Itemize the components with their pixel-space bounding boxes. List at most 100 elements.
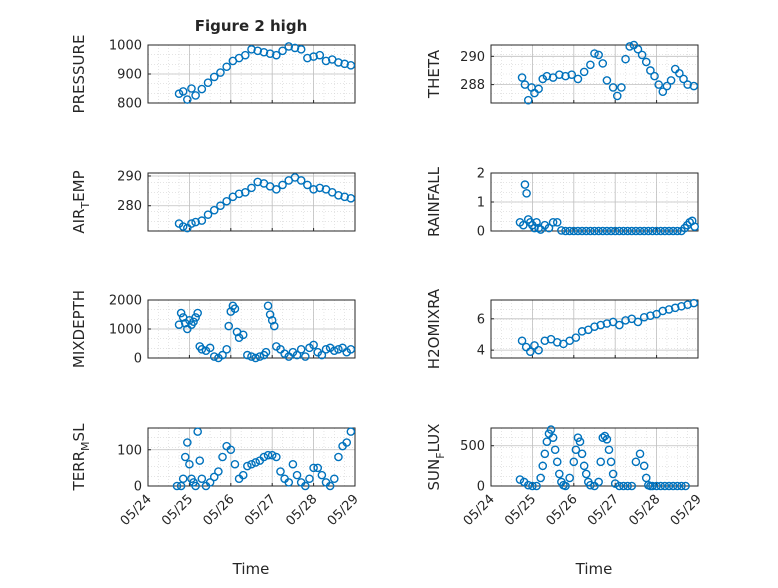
data-point — [193, 308, 202, 318]
data-point — [329, 474, 339, 484]
data-point — [187, 219, 196, 228]
data-point — [292, 470, 302, 480]
y-axis-label: TERRMSL — [70, 423, 92, 492]
x-tick-label: 05/29 — [325, 492, 362, 529]
data-point — [627, 226, 637, 236]
data-point — [342, 438, 352, 447]
data-point — [641, 57, 651, 67]
data-point — [272, 50, 281, 60]
data-point — [251, 458, 260, 467]
data-point — [278, 180, 287, 190]
data-point — [234, 189, 244, 199]
data-point — [594, 226, 603, 236]
data-point — [191, 91, 200, 100]
data-point — [303, 180, 312, 190]
y-axis-label: SUNFLUX — [425, 424, 447, 491]
data-point — [586, 226, 595, 236]
data-point — [515, 475, 525, 484]
data-point — [224, 321, 234, 331]
data-point — [594, 50, 603, 60]
data-point — [191, 313, 200, 322]
data-point — [617, 83, 626, 92]
data-point — [261, 347, 271, 357]
data-point — [290, 43, 300, 53]
data-point — [627, 481, 637, 491]
x-tick-label: 05/28 — [626, 492, 663, 529]
data-point — [598, 59, 608, 68]
data-point — [635, 449, 645, 459]
subplot-1: 800 900 1000 PRESSURE — [70, 35, 356, 113]
data-point — [555, 70, 564, 80]
data-point — [590, 49, 599, 58]
subplot-7: 0 100 05/24 05/25 05/26 05/27 05/28 05/29 TERRMS… — [70, 423, 362, 529]
x-tick-label: 05/24 — [118, 492, 155, 529]
data-point — [240, 50, 250, 60]
x-tick-label: 05/25 — [159, 492, 196, 529]
data-point — [633, 317, 643, 327]
y-tick-label: 0 — [134, 352, 142, 367]
subplot-2: 288 290 THETA — [425, 40, 699, 105]
data-point — [565, 226, 574, 236]
data-point — [309, 340, 318, 350]
data-point — [238, 470, 248, 480]
data-point — [646, 66, 655, 75]
data-point — [635, 226, 645, 236]
data-point — [240, 188, 250, 197]
data-point — [532, 481, 541, 491]
data-point — [602, 434, 612, 444]
x-tick-label: 05/25 — [502, 492, 539, 529]
data-point — [606, 457, 616, 467]
data-point — [668, 226, 678, 236]
data-point — [548, 433, 558, 442]
data-point — [579, 461, 589, 471]
data-point — [346, 193, 356, 203]
y-tick-label: 100 — [117, 443, 142, 458]
axes-border — [490, 299, 699, 359]
data-point — [612, 91, 622, 101]
data-point — [259, 452, 269, 462]
data-point — [209, 205, 219, 215]
data-point — [598, 433, 608, 442]
data-point — [569, 226, 579, 236]
data-point — [317, 350, 327, 360]
y-tick-label: 1 — [477, 196, 485, 211]
data-point — [561, 226, 570, 236]
data-point — [309, 463, 318, 473]
data-point — [522, 188, 531, 198]
data-point — [652, 481, 661, 491]
data-point — [526, 347, 535, 357]
data-point — [664, 226, 674, 236]
data-point — [193, 427, 202, 436]
data-point — [334, 452, 343, 462]
data-point — [309, 185, 318, 194]
data-point — [253, 46, 263, 56]
data-point — [610, 226, 620, 236]
data-point — [577, 449, 587, 459]
subplot-3: 280 290 AIRTEMP — [70, 169, 356, 234]
x-tick-label: 05/26 — [201, 492, 238, 529]
data-point — [689, 298, 699, 308]
y-axis-label: H2OMIXRA — [425, 288, 443, 369]
data-point — [222, 344, 231, 354]
y-tick-label: 290 — [460, 50, 485, 65]
data-point — [243, 461, 252, 471]
data-point — [518, 220, 528, 230]
data-point — [523, 95, 533, 105]
data-point — [197, 84, 207, 94]
data-point — [596, 457, 606, 467]
data-point — [296, 176, 306, 185]
y-axis-label: RAINFALL — [425, 166, 443, 237]
data-point — [313, 463, 323, 473]
data-point — [540, 449, 550, 459]
data-point — [214, 467, 223, 476]
data-point — [230, 459, 240, 469]
data-point — [197, 474, 207, 484]
data-point — [284, 478, 294, 487]
data-point — [269, 321, 279, 331]
data-point — [247, 352, 256, 361]
data-point — [183, 95, 192, 104]
data-point — [226, 445, 236, 455]
data-point — [222, 196, 231, 206]
data-point — [650, 71, 659, 81]
